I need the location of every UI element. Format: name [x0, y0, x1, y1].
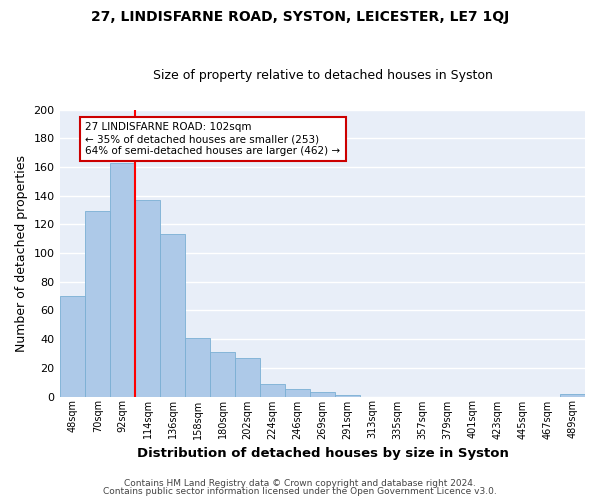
Bar	[310, 392, 335, 396]
Text: Contains HM Land Registry data © Crown copyright and database right 2024.: Contains HM Land Registry data © Crown c…	[124, 478, 476, 488]
Text: 27 LINDISFARNE ROAD: 102sqm
← 35% of detached houses are smaller (253)
64% of se: 27 LINDISFARNE ROAD: 102sqm ← 35% of det…	[85, 122, 340, 156]
Bar	[210, 352, 235, 397]
Text: Contains public sector information licensed under the Open Government Licence v3: Contains public sector information licen…	[103, 487, 497, 496]
Bar	[160, 234, 185, 396]
Y-axis label: Number of detached properties: Number of detached properties	[15, 154, 28, 352]
Bar	[260, 384, 285, 396]
Bar	[560, 394, 585, 396]
Bar	[60, 296, 85, 396]
Text: 27, LINDISFARNE ROAD, SYSTON, LEICESTER, LE7 1QJ: 27, LINDISFARNE ROAD, SYSTON, LEICESTER,…	[91, 10, 509, 24]
Bar	[85, 212, 110, 396]
X-axis label: Distribution of detached houses by size in Syston: Distribution of detached houses by size …	[137, 447, 509, 460]
Bar	[335, 395, 360, 396]
Title: Size of property relative to detached houses in Syston: Size of property relative to detached ho…	[152, 69, 493, 82]
Bar	[235, 358, 260, 397]
Bar	[185, 338, 210, 396]
Bar	[285, 390, 310, 396]
Bar	[135, 200, 160, 396]
Bar	[110, 162, 135, 396]
